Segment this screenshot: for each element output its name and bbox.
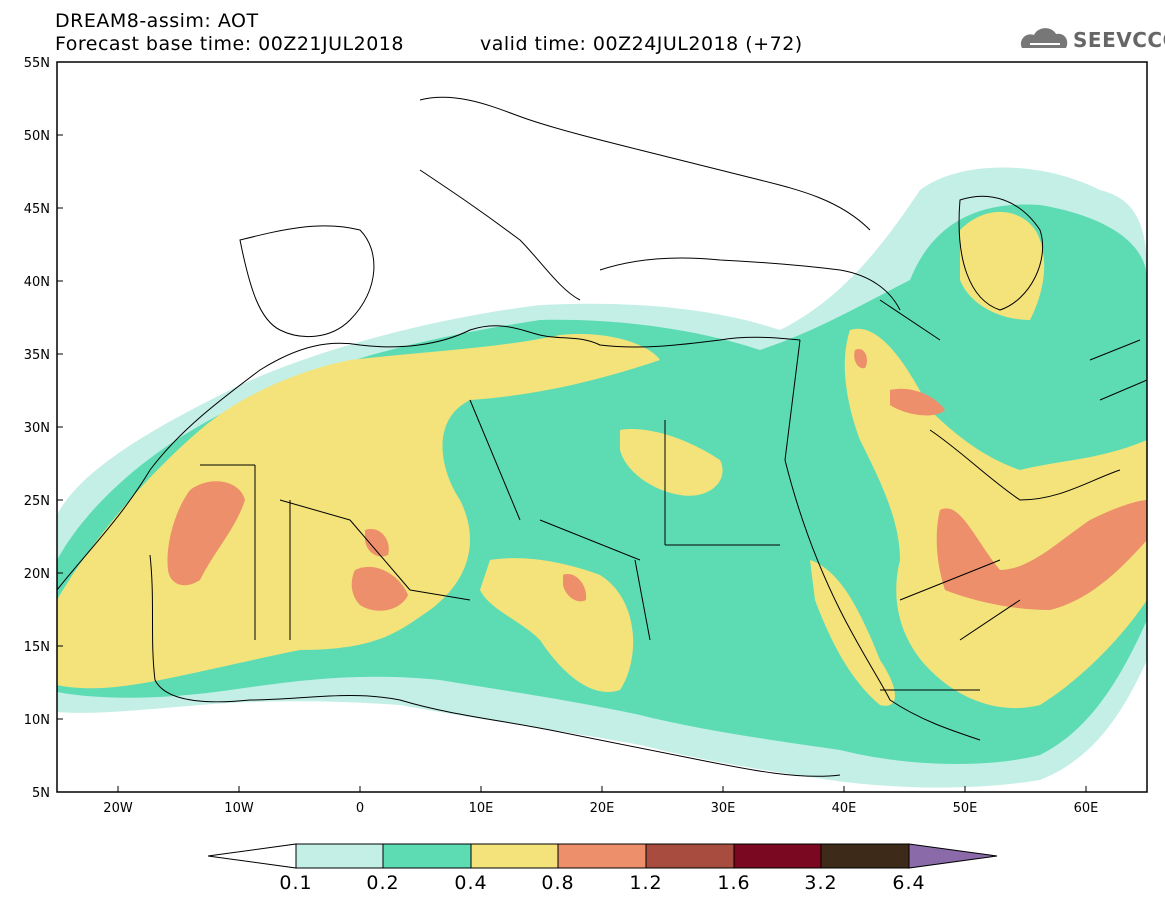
lat-tick-label: 20N (24, 567, 50, 582)
lat-tick-label: 10N (24, 713, 50, 728)
lon-tick-label: 0 (356, 801, 364, 816)
colorbar-swatch (820, 843, 910, 869)
colorbar-label: 3.2 (804, 872, 838, 894)
colorbar-swatch (557, 843, 647, 869)
lon-tick-label: 20E (590, 801, 615, 816)
logo-text: SEEVCCC (1073, 28, 1165, 52)
lat-tick-labels: 55N 50N 45N 40N 35N 30N 25N 20N 15N 10N … (24, 56, 50, 801)
seevccc-logo-icon (1020, 28, 1068, 48)
colorbar-low-arrow (207, 843, 297, 869)
coastlines (57, 96, 1147, 777)
lon-tick-label: 30E (711, 801, 736, 816)
colorbar-label: 1.6 (717, 872, 751, 894)
lat-tick-label: 35N (24, 348, 50, 363)
colorbar-label: 6.4 (892, 872, 926, 894)
colorbar-label: 0.4 (454, 872, 488, 894)
colorbar-high-arrow (908, 843, 998, 869)
colorbar-swatch (645, 843, 735, 869)
colorbar (207, 843, 998, 869)
lon-tick-label: 20W (103, 801, 133, 816)
lat-tick-label: 30N (24, 421, 50, 436)
colorbar-swatch (470, 843, 559, 869)
lon-tick-label: 10E (469, 801, 494, 816)
colorbar-label: 1.2 (629, 872, 663, 894)
lat-tick-label: 25N (24, 494, 50, 509)
forecast-base-time: Forecast base time: 00Z21JUL2018 (55, 33, 404, 55)
lat-tick-label: 50N (24, 129, 50, 144)
lon-tick-label: 50E (953, 801, 978, 816)
chart-title: DREAM8-assim: AOT (55, 10, 259, 32)
aot-field (57, 167, 1147, 788)
colorbar-swatch (733, 843, 822, 869)
tick-marks (57, 61, 1087, 793)
valid-time: valid time: 00Z24JUL2018 (+72) (480, 33, 803, 55)
lat-tick-label: 45N (24, 202, 50, 217)
lon-tick-labels: 20W 10W 0 10E 20E 30E 40E 50E 60E (103, 801, 1098, 816)
lat-tick-label: 15N (24, 640, 50, 655)
lon-tick-label: 10W (224, 801, 254, 816)
lat-tick-label: 5N (32, 786, 50, 801)
colorbar-label: 0.8 (541, 872, 575, 894)
lon-tick-label: 40E (832, 801, 857, 816)
colorbar-label: 0.2 (366, 872, 400, 894)
lon-tick-label: 60E (1074, 801, 1099, 816)
lat-tick-label: 55N (24, 56, 50, 71)
colorbar-swatch (382, 843, 472, 869)
colorbar-swatch (295, 843, 384, 869)
lat-tick-label: 40N (24, 275, 50, 290)
colorbar-label: 0.1 (279, 872, 313, 894)
